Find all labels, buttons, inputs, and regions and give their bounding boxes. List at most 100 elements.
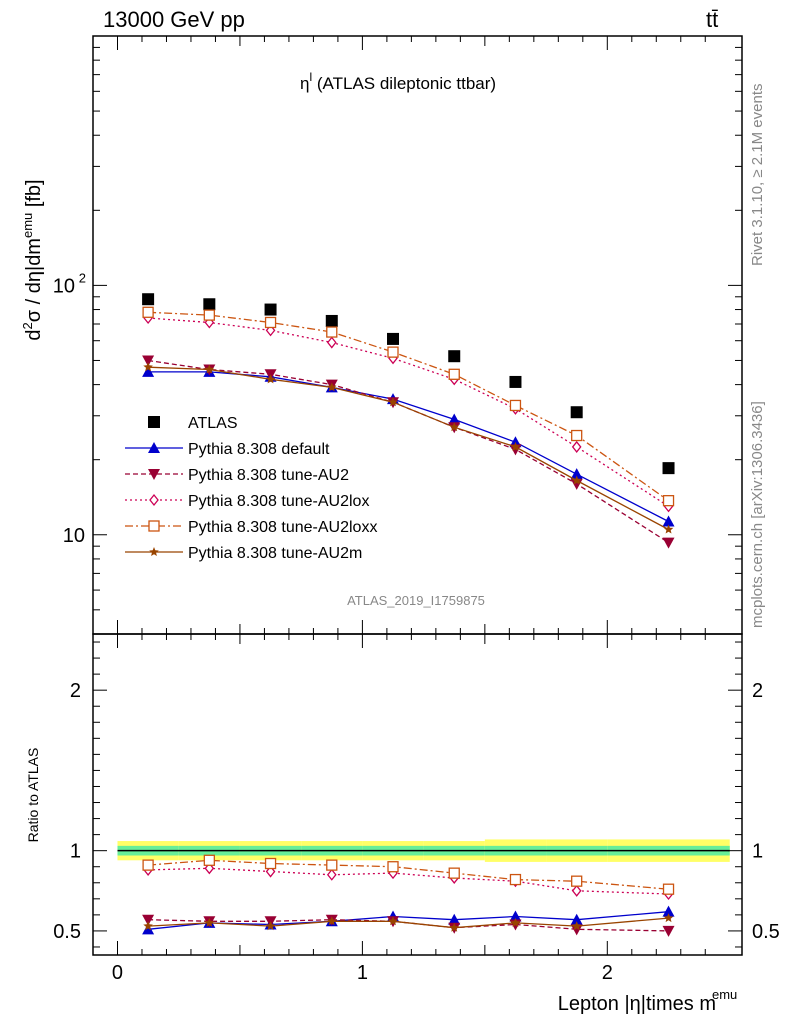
- data-point: [663, 524, 674, 534]
- legend-label: Pythia 8.308 tune-AU2lox: [188, 493, 369, 510]
- data-point: [142, 365, 155, 377]
- data-point: [387, 861, 399, 873]
- x-axis-label-main: Lepton |η|times m: [558, 993, 716, 1015]
- data-point: [448, 350, 461, 363]
- data-point: [448, 913, 461, 925]
- data-point: [571, 429, 583, 442]
- legend: ATLAS Pythia 8.308 default Pythia 8.308 tu…: [125, 415, 377, 562]
- data-point: [388, 397, 398, 407]
- x-axis-label-sup: emu: [712, 987, 737, 1002]
- legend-item: Pythia 8.308 default: [125, 441, 330, 458]
- data-point: [326, 859, 338, 871]
- analysis-id: ATLAS_2019_I1759875: [347, 593, 485, 608]
- data-point: [148, 469, 160, 480]
- plot-title-rest: (ATLAS dileptonic ttbar): [312, 74, 496, 93]
- data-point: [142, 859, 154, 871]
- energy-label: 13000 GeV pp: [103, 7, 245, 32]
- data-point: [448, 413, 461, 425]
- legend-label: Pythia 8.308 default: [188, 441, 330, 458]
- data-point: [510, 441, 521, 451]
- y-tick-label: 1: [70, 841, 81, 863]
- data-point: [142, 306, 154, 318]
- process-label: tt̄: [706, 7, 718, 32]
- data-point: [570, 913, 583, 925]
- data-point: [142, 914, 155, 926]
- x-axis-label: Lepton |η|times m: [558, 993, 716, 1015]
- data-point: [571, 440, 582, 453]
- legend-item: ATLAS: [148, 415, 238, 432]
- data-point: [265, 374, 276, 384]
- legend-item: Pythia 8.308 tune-AU2lox: [125, 493, 369, 510]
- y-tick-label: 0.5: [53, 921, 81, 943]
- series-line: [148, 317, 669, 507]
- legend-label: Pythia 8.308 tune-AU2m: [188, 545, 362, 562]
- data-point: [510, 917, 521, 927]
- data-point: [663, 913, 674, 923]
- y-tick-label-right: 1: [752, 841, 763, 863]
- data-point: [203, 309, 215, 321]
- data-point: [326, 326, 338, 338]
- data-point: [570, 406, 583, 419]
- y-tick-label: 10: [63, 525, 85, 547]
- series-atlas: [142, 293, 675, 475]
- ratio-panel: 0 1 2 0.5 0.5 1 1 2 2: [53, 633, 780, 984]
- data-point: [148, 416, 160, 428]
- data-point: [148, 442, 160, 453]
- data-point: [662, 925, 675, 937]
- data-point: [203, 298, 216, 311]
- side-rivet-label: Rivet 3.1.10, ≥ 2.1M events: [749, 84, 766, 267]
- data-point: [662, 537, 675, 549]
- ratio-frame: [92, 633, 743, 956]
- series-pythia-8-308-tune-au2m: [143, 362, 674, 534]
- data-point: [509, 873, 522, 886]
- data-point: [570, 924, 583, 936]
- data-point: [264, 316, 277, 329]
- y-axis-label-ratio: Ratio to ATLAS: [25, 748, 41, 843]
- data-point: [326, 336, 337, 349]
- ratio-series-pythia-8-308-tune-au2m: [143, 913, 674, 932]
- data-point: [448, 867, 460, 879]
- y-axis-label-main: d2σ / dη|dmemu [fb]: [20, 179, 45, 340]
- data-point: [204, 364, 215, 374]
- data-point: [662, 495, 675, 507]
- data-point: [149, 547, 159, 556]
- y-tick-label-exponent: 2: [79, 270, 86, 285]
- x-tick-label: 1: [357, 962, 368, 984]
- plot-title-main: η: [300, 74, 309, 93]
- data-point: [571, 475, 582, 485]
- data-point: [387, 332, 400, 345]
- y-tick-label: 10: [53, 275, 75, 297]
- data-point: [142, 293, 155, 306]
- y-tick-label: 2: [70, 680, 81, 702]
- data-point: [327, 382, 337, 392]
- legend-label: ATLAS: [188, 415, 238, 432]
- legend-item: Pythia 8.308 tune-AU2: [125, 467, 349, 484]
- data-point: [148, 520, 160, 532]
- data-point: [571, 875, 583, 887]
- x-tick-label: 0: [112, 962, 123, 984]
- legend-label: Pythia 8.308 tune-AU2loxx: [188, 519, 377, 536]
- data-point: [203, 854, 215, 866]
- data-point: [448, 368, 460, 380]
- series-pythia-8-308-tune-au2loxx: [142, 306, 675, 507]
- legend-item: Pythia 8.308 tune-AU2loxx: [125, 519, 377, 536]
- y-tick-label-right: 0.5: [752, 921, 780, 943]
- data-point: [265, 921, 276, 931]
- data-point: [571, 884, 582, 897]
- data-point: [662, 462, 675, 475]
- legend-item: Pythia 8.308 tune-AU2m: [125, 545, 362, 562]
- plot-title: ηl (ATLAS dileptonic ttbar): [300, 70, 496, 93]
- data-point: [662, 515, 675, 527]
- side-mcplots-label: mcplots.cern.ch [arXiv:1306.3436]: [749, 401, 766, 628]
- data-point: [264, 857, 277, 870]
- plot-title-sup: l: [309, 70, 312, 84]
- series-line: [148, 311, 669, 502]
- data-point: [509, 399, 522, 412]
- legend-label: Pythia 8.308 tune-AU2: [188, 467, 349, 484]
- data-point: [387, 346, 399, 358]
- data-point: [142, 923, 155, 935]
- data-point: [509, 444, 522, 456]
- ratio-series-pythia-8-308-default: [142, 905, 675, 935]
- data-point: [326, 868, 337, 881]
